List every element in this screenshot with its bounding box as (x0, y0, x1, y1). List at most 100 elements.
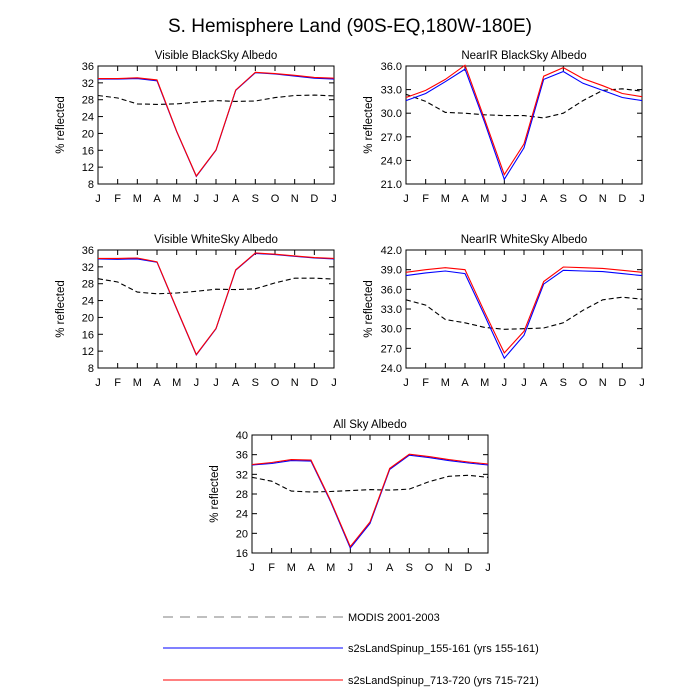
y-tick-label: 21.0 (381, 179, 402, 191)
series-line-modis (406, 89, 642, 118)
x-tick-label: F (268, 562, 275, 574)
figure-canvas: S. Hemisphere Land (90S-EQ,180W-180E) Vi… (0, 0, 700, 700)
y-tick-label: 42.0 (381, 245, 402, 257)
x-tick-label: M (480, 377, 489, 389)
x-tick-label: F (114, 193, 121, 205)
y-tick-label: 40 (236, 430, 248, 442)
chart-title: All Sky Albedo (333, 419, 407, 431)
plot-frame (98, 250, 334, 368)
chart-panel-1: Visible BlackSky AlbedoJFMAMJJASONDJ8121… (55, 50, 337, 205)
x-tick-label: N (291, 193, 299, 205)
x-tick-label: J (194, 193, 200, 205)
chart-panel-3: Visible WhiteSky AlbedoJFMAMJJASONDJ8121… (55, 234, 337, 389)
series-line-modis (406, 297, 642, 329)
y-tick-label: 12 (82, 162, 94, 174)
x-tick-label: J (521, 193, 527, 205)
x-tick-label: A (307, 562, 315, 574)
series-line-run713 (406, 267, 642, 353)
x-tick-label: J (403, 193, 409, 205)
series-line-run155 (406, 69, 642, 179)
y-tick-label: 36 (82, 245, 94, 257)
y-tick-label: 12 (82, 346, 94, 358)
x-tick-label: J (249, 562, 255, 574)
x-tick-label: D (618, 193, 626, 205)
series-line-run713 (252, 454, 488, 546)
series-line-run155 (252, 455, 488, 548)
y-tick-label: 39.0 (381, 265, 402, 277)
x-tick-label: A (232, 377, 240, 389)
figure-title: S. Hemisphere Land (90S-EQ,180W-180E) (168, 16, 532, 37)
x-tick-label: S (406, 562, 413, 574)
y-tick-label: 28 (236, 489, 248, 501)
x-tick-label: A (386, 562, 394, 574)
x-tick-label: S (560, 377, 567, 389)
x-tick-label: D (310, 193, 318, 205)
series-line-modis (98, 95, 334, 104)
y-axis-label: % reflected (55, 280, 67, 338)
chart-title: Visible BlackSky Albedo (155, 50, 278, 62)
x-tick-label: J (502, 377, 508, 389)
y-tick-label: 8 (88, 363, 94, 375)
x-tick-label: M (172, 377, 181, 389)
y-tick-label: 16 (82, 145, 94, 157)
y-tick-label: 27.0 (381, 132, 402, 144)
plot-frame (252, 435, 488, 553)
y-tick-label: 20 (236, 528, 248, 540)
series-line-run155 (98, 73, 334, 177)
x-tick-label: A (461, 193, 469, 205)
x-tick-label: J (502, 193, 508, 205)
y-tick-label: 24 (82, 296, 94, 308)
x-tick-label: O (271, 193, 280, 205)
y-tick-label: 16 (236, 548, 248, 560)
x-tick-label: S (252, 193, 259, 205)
chart-title: Visible WhiteSky Albedo (154, 234, 278, 246)
x-tick-label: J (95, 377, 101, 389)
y-tick-label: 20 (82, 312, 94, 324)
chart-title: NearIR BlackSky Albedo (461, 50, 586, 62)
x-tick-label: N (599, 377, 607, 389)
x-tick-label: J (485, 562, 491, 574)
y-axis-label: % reflected (55, 96, 67, 154)
y-tick-label: 28 (82, 279, 94, 291)
y-tick-label: 24 (236, 509, 248, 521)
y-tick-label: 36.0 (381, 61, 402, 73)
y-tick-label: 27.0 (381, 343, 402, 355)
series-line-run155 (98, 253, 334, 355)
x-tick-label: A (540, 193, 548, 205)
y-tick-label: 32 (82, 78, 94, 90)
x-tick-label: A (153, 377, 161, 389)
x-tick-label: J (194, 377, 200, 389)
y-tick-label: 36 (82, 61, 94, 73)
y-tick-label: 28 (82, 95, 94, 107)
x-tick-label: M (287, 562, 296, 574)
x-tick-label: N (291, 377, 299, 389)
x-tick-label: J (331, 377, 337, 389)
x-tick-label: A (540, 377, 548, 389)
legend-label: s2sLandSpinup_713-720 (yrs 715-721) (348, 675, 539, 687)
series-line-modis (252, 475, 488, 492)
x-tick-label: N (445, 562, 453, 574)
y-axis-label: % reflected (363, 280, 375, 338)
x-tick-label: J (403, 377, 409, 389)
y-tick-label: 36.0 (381, 284, 402, 296)
x-tick-label: M (133, 193, 142, 205)
x-tick-label: S (252, 377, 259, 389)
plot-frame (98, 66, 334, 184)
x-tick-label: O (579, 193, 588, 205)
x-tick-label: M (326, 562, 335, 574)
legend-item-run155: s2sLandSpinup_155-161 (yrs 155-161) (163, 643, 539, 655)
x-tick-label: N (599, 193, 607, 205)
y-tick-label: 24 (82, 112, 94, 124)
y-tick-label: 16 (82, 329, 94, 341)
y-tick-label: 32 (236, 469, 248, 481)
legend-item-modis: MODIS 2001-2003 (163, 612, 440, 624)
x-tick-label: F (114, 377, 121, 389)
x-tick-label: D (310, 377, 318, 389)
y-tick-label: 30.0 (381, 324, 402, 336)
x-tick-label: A (232, 193, 240, 205)
x-tick-label: D (618, 377, 626, 389)
series-line-run155 (406, 270, 642, 358)
chart-panel-2: NearIR BlackSky AlbedoJFMAMJJASONDJ21.02… (363, 50, 645, 205)
x-tick-label: M (441, 193, 450, 205)
x-tick-label: A (461, 377, 469, 389)
